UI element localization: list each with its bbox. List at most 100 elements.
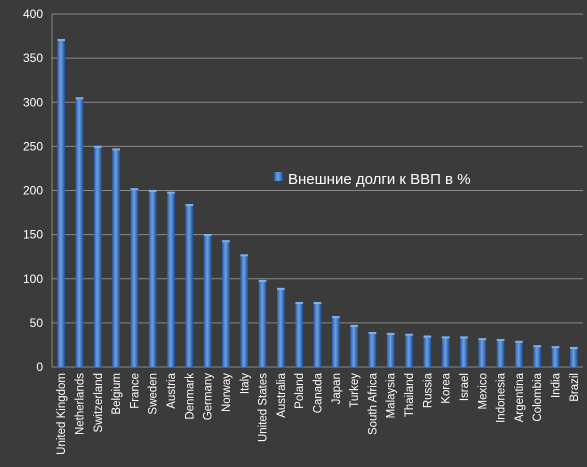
x-category-label: Turkey [349,373,361,408]
bar [295,303,304,367]
bar-top-cap [313,301,322,304]
x-category-label: Canada [313,372,325,413]
x-category-label: Argentina [514,372,526,422]
bar [258,281,267,367]
bar [441,337,450,367]
x-category-label: United Kingdom [56,373,68,455]
x-category-label: Israel [459,373,471,401]
x-category-label: Poland [294,373,306,409]
x-category-label: Netherlands [74,373,86,435]
bar [185,205,194,367]
bar [112,149,120,367]
x-category-label: France [129,373,141,409]
y-tick-label: 50 [30,316,44,330]
y-tick-label: 400 [23,7,43,21]
bar [222,241,230,367]
legend: Внешние долги к ВВП в % [274,171,471,188]
bar [130,189,139,367]
x-category-labels: United Kingdom Netherlands Switzerland Belg… [56,372,581,454]
bar [405,335,413,367]
bar [277,289,285,367]
y-tick-label: 300 [23,95,43,109]
x-category-label: South Africa [367,372,379,435]
x-category-label: Denmark [184,373,196,420]
y-tick-label: 150 [23,228,43,242]
bar [350,326,358,367]
bar [496,340,505,367]
bar-top-cap [533,345,542,348]
bar [57,40,66,367]
bar [569,348,578,367]
x-category-label: Mexico [477,373,489,409]
x-category-label: Korea [441,372,453,403]
bar-top-cap [386,332,395,335]
bar-top-cap [75,97,84,100]
x-category-label: Malaysia [386,372,398,418]
y-tick-labels: 0 50 100 150 200 250 300 350 400 [23,7,43,374]
x-category-label: Germany [203,373,215,421]
bar [240,255,249,367]
bar-top-cap [240,254,249,257]
x-category-label: Switzerland [93,373,105,432]
x-category-label: Brazil [569,373,581,402]
x-category-label: Indonesia [496,372,508,422]
y-tick-label: 350 [23,51,43,65]
bar [368,333,377,367]
bar-top-cap [368,331,377,334]
bar [75,98,84,367]
bar-top-cap [551,346,560,349]
bar-top-cap [148,189,157,192]
bar-top-cap [515,340,523,343]
bar-top-cap [130,188,139,191]
y-tick-label: 250 [23,139,43,153]
x-category-label: Russia [422,372,434,408]
bar-top-cap [203,234,212,237]
bar [460,337,468,367]
bar-top-cap [569,346,578,349]
bar [423,336,432,367]
gridlines [52,13,583,324]
bar [148,191,157,367]
x-category-label: United States [258,373,270,442]
legend-label: Внешние долги к ВВП в % [288,171,471,188]
bar [533,346,542,367]
y-tick-label: 200 [23,184,43,198]
x-category-label: Japan [331,373,343,404]
bar [203,235,212,367]
x-category-label: Colombia [532,372,544,421]
bar-top-cap [112,148,120,151]
bar [478,339,487,367]
bar-top-cap [478,338,487,341]
bars [57,38,578,367]
x-category-label: Australia [276,372,288,417]
x-category-label: Italy [239,373,251,394]
bar-top-cap [185,204,194,207]
bar-top-cap [277,287,285,290]
bar-top-cap [295,301,304,304]
bar-top-cap [331,316,340,319]
bar [551,347,560,367]
x-category-label: Thailand [404,373,416,417]
bar-top-cap [460,336,468,339]
bar-top-cap [405,333,413,336]
bar [313,303,322,367]
bar-top-cap [441,336,450,339]
bar-top-cap [496,339,505,342]
bar-top-cap [222,240,230,243]
y-tick-label: 100 [23,272,43,286]
x-category-label: Belgium [111,373,123,415]
bar [167,193,175,367]
bar-top-cap [57,38,66,41]
legend-swatch [274,172,283,181]
bar-top-cap [350,324,358,327]
x-category-label: India [551,372,563,398]
y-tick-label: 0 [36,360,43,374]
x-category-label: Norway [221,373,233,412]
x-category-label: Austria [166,372,178,408]
x-category-label: Sweden [148,373,160,415]
bar-top-cap [258,279,267,282]
bar [93,147,102,367]
bar [386,334,395,367]
bar [515,342,523,367]
